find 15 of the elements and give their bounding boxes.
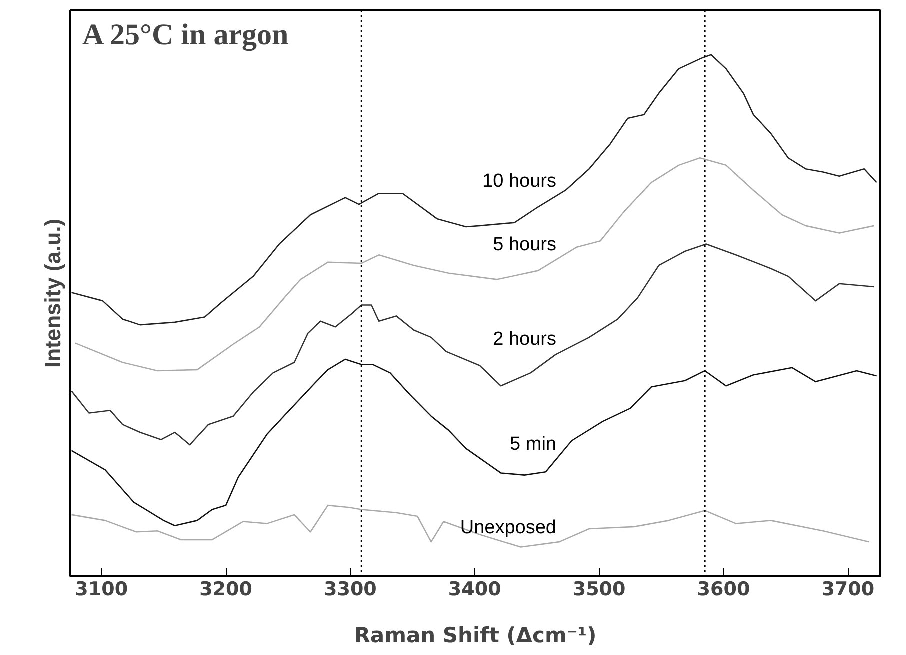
chart-title: A 25°C in argon xyxy=(82,18,290,52)
x-tick-label: 3400 xyxy=(448,578,502,600)
series-label: Unexposed xyxy=(460,517,556,538)
x-tick-label: 3300 xyxy=(324,578,377,600)
series-label: 5 hours xyxy=(493,234,556,256)
x-tick-label: 3200 xyxy=(200,578,252,600)
y-axis-title: Intensity (a.u.) xyxy=(40,218,66,368)
series-label: 2 hours xyxy=(493,329,556,350)
x-axis-title: Raman Shift (Δcm⁻¹) xyxy=(354,624,597,648)
x-tick-label: 3100 xyxy=(75,578,128,600)
series-label: 5 min xyxy=(510,434,557,456)
x-tick-label: 3700 xyxy=(822,578,875,600)
series-label: 10 hours xyxy=(482,170,557,192)
x-tick-label: 3600 xyxy=(697,578,750,600)
x-tick-label: 3500 xyxy=(572,578,626,600)
